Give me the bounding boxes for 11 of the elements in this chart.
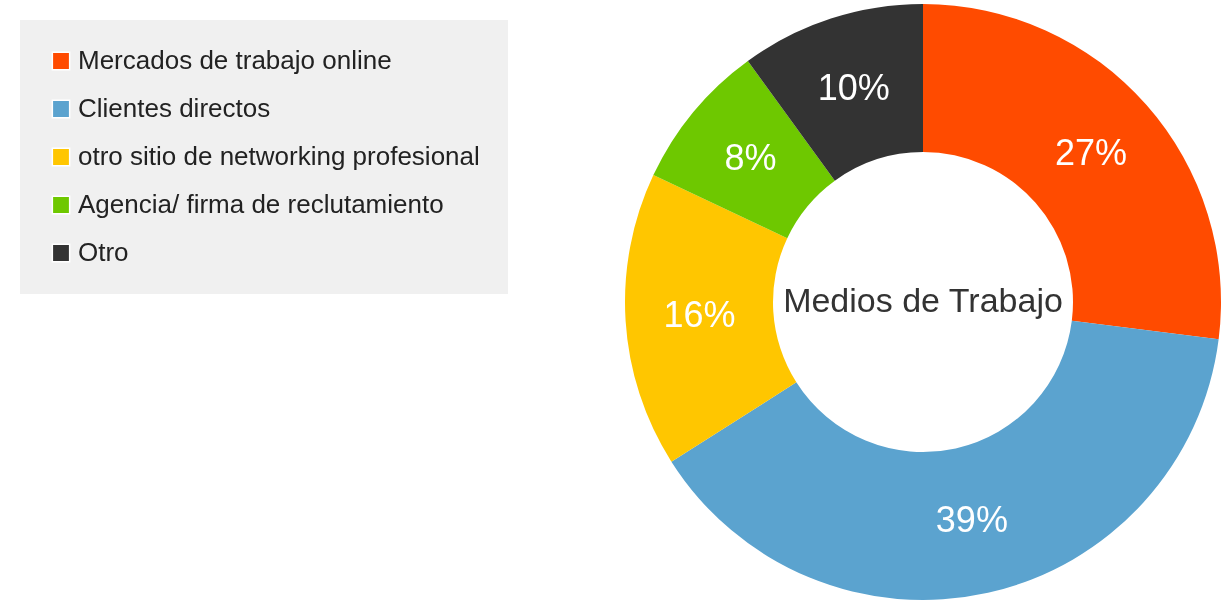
legend-label: Otro [78,237,129,267]
text: Medios de Trabajo [783,281,1063,319]
data-label: 27% [1054,131,1128,173]
legend-label: otro sitio de networking profesional [78,141,480,171]
data-label: 10% [817,66,890,108]
data-label: 8% [724,137,777,179]
data-label: 16% [663,294,736,336]
legend-label: Mercados de trabajo online [78,45,392,75]
data-label: 39% [935,498,1008,540]
legend-label: Clientes directos [78,93,271,123]
legend-label: Agencia/ firma de reclutamiento [78,189,444,219]
